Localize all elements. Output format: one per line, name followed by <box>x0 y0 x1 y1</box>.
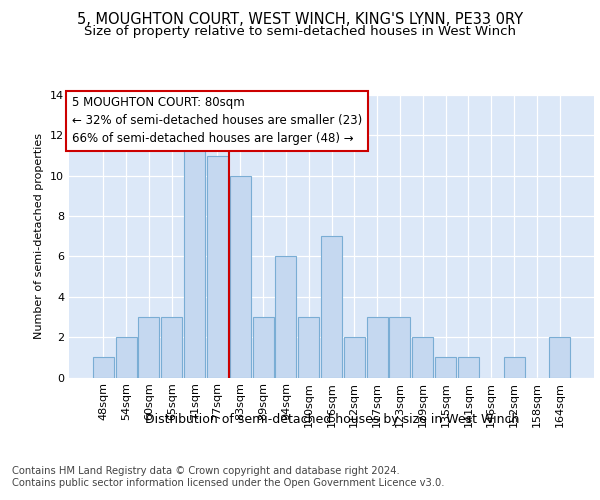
Bar <box>207 156 228 378</box>
Bar <box>389 317 410 378</box>
Bar <box>435 358 456 378</box>
Text: Distribution of semi-detached houses by size in West Winch: Distribution of semi-detached houses by … <box>145 412 519 426</box>
Bar <box>503 358 524 378</box>
Bar <box>253 317 274 378</box>
Text: Contains public sector information licensed under the Open Government Licence v3: Contains public sector information licen… <box>12 478 445 488</box>
Bar <box>230 176 251 378</box>
Y-axis label: Number of semi-detached properties: Number of semi-detached properties <box>34 133 44 339</box>
Bar <box>116 337 137 378</box>
Bar <box>549 337 570 378</box>
Text: 5, MOUGHTON COURT, WEST WINCH, KING'S LYNN, PE33 0RY: 5, MOUGHTON COURT, WEST WINCH, KING'S LY… <box>77 12 523 28</box>
Text: Contains HM Land Registry data © Crown copyright and database right 2024.: Contains HM Land Registry data © Crown c… <box>12 466 400 476</box>
Bar <box>367 317 388 378</box>
Text: Size of property relative to semi-detached houses in West Winch: Size of property relative to semi-detach… <box>84 24 516 38</box>
Bar <box>184 136 205 378</box>
Bar <box>458 358 479 378</box>
Bar <box>412 337 433 378</box>
Bar <box>275 256 296 378</box>
Bar <box>93 358 114 378</box>
Bar <box>321 236 342 378</box>
Bar <box>344 337 365 378</box>
Bar <box>161 317 182 378</box>
Bar <box>139 317 160 378</box>
Text: 5 MOUGHTON COURT: 80sqm
← 32% of semi-detached houses are smaller (23)
66% of se: 5 MOUGHTON COURT: 80sqm ← 32% of semi-de… <box>71 96 362 146</box>
Bar <box>298 317 319 378</box>
